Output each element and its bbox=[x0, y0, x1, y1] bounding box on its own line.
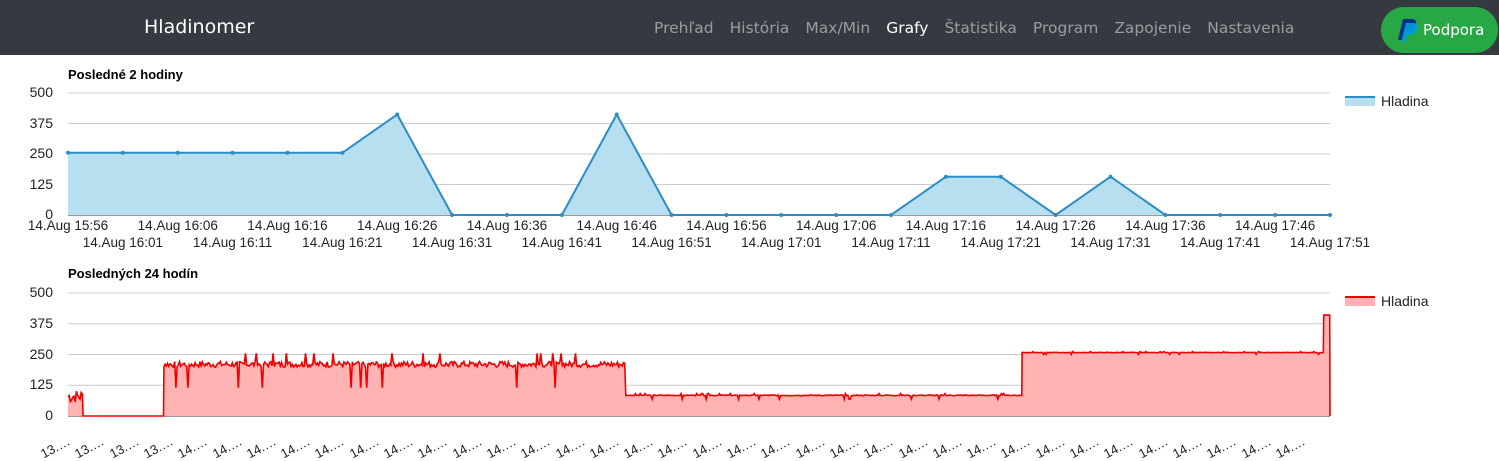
chart-plot bbox=[66, 92, 1332, 217]
chart-last-2-hours: Posledné 2 hodiny Hladina 0 125 250 375 500 1… bbox=[0, 55, 1499, 260]
data-point bbox=[943, 174, 948, 179]
x-tick-label: 14.Aug 15:56 bbox=[27, 218, 109, 233]
y-tick-label: 500 bbox=[29, 284, 53, 300]
y-tick-label: 0 bbox=[45, 206, 53, 222]
nav-item-historia[interactable]: História bbox=[729, 18, 790, 37]
series-line bbox=[67, 314, 1331, 417]
x-tick-label: 14.Aug 17:11 bbox=[851, 235, 931, 250]
data-point bbox=[669, 213, 674, 217]
top-navbar: Hladinomer Prehľad História Max/Min Graf… bbox=[0, 0, 1499, 55]
data-point bbox=[559, 213, 564, 217]
data-point bbox=[504, 213, 509, 217]
app-brand[interactable]: Hladinomer bbox=[144, 16, 255, 38]
x-tick-label: 14.Aug 16:51 bbox=[631, 235, 712, 250]
y-tick-label: 125 bbox=[29, 376, 53, 393]
data-point bbox=[1218, 213, 1223, 217]
nav-item-program[interactable]: Program bbox=[1032, 18, 1099, 37]
x-tick-label: 14.Aug 17:16 bbox=[905, 218, 987, 233]
data-point bbox=[120, 150, 125, 155]
x-tick-label: 14.Aug 17:01 bbox=[741, 235, 822, 250]
support-button[interactable]: Podpora bbox=[1381, 7, 1498, 53]
x-tick-label: 14.Aug 16:46 bbox=[576, 218, 657, 233]
support-label: Podpora bbox=[1423, 21, 1485, 39]
data-point bbox=[66, 150, 70, 155]
data-point bbox=[779, 213, 784, 217]
x-tick-label: 14.Aug 16:21 bbox=[302, 235, 383, 250]
data-point bbox=[1108, 174, 1113, 179]
x-tick-label: 14.Aug 16:31 bbox=[411, 235, 493, 250]
x-tick-label: 14.Aug 17:21 bbox=[960, 235, 1041, 250]
nav-item-statistika[interactable]: Štatistika bbox=[944, 18, 1017, 37]
data-point bbox=[998, 174, 1003, 179]
data-point bbox=[724, 213, 729, 217]
paypal-icon bbox=[1395, 16, 1421, 44]
data-point bbox=[450, 213, 455, 217]
y-tick-label: 375 bbox=[29, 114, 53, 131]
data-point bbox=[175, 150, 180, 155]
y-tick-label: 250 bbox=[29, 345, 53, 362]
y-tick-label: 0 bbox=[45, 407, 53, 423]
x-tick-label: 14.Aug 16:06 bbox=[137, 218, 218, 233]
legend-label: Hladina bbox=[1381, 93, 1429, 109]
series-line bbox=[68, 112, 1330, 217]
data-point bbox=[1163, 213, 1168, 217]
nav-item-nastavenia[interactable]: Nastavenia bbox=[1207, 18, 1295, 37]
data-point bbox=[1273, 213, 1278, 217]
x-tick-label: 14.Aug 17:51 bbox=[1289, 235, 1371, 250]
legend-swatch bbox=[1345, 296, 1375, 306]
x-tick-label: 14.Aug 16:11 bbox=[192, 235, 273, 250]
data-point bbox=[230, 150, 235, 155]
x-tick-label: 14.Aug 17:41 bbox=[1180, 235, 1261, 250]
chart-title: Posledných 24 hodín bbox=[68, 266, 199, 281]
legend-label: Hladina bbox=[1381, 293, 1429, 309]
chart-plot bbox=[67, 292, 1331, 417]
y-tick-label: 500 bbox=[29, 84, 53, 100]
data-point bbox=[340, 150, 345, 155]
x-tick-label: 14.Aug 16:56 bbox=[686, 218, 767, 233]
data-point bbox=[614, 112, 619, 117]
chart-last-24-hours: Posledných 24 hodín Hladina 0 125 250 375 50… bbox=[0, 260, 1499, 461]
nav-item-prehlad[interactable]: Prehľad bbox=[654, 18, 714, 37]
series-area bbox=[68, 114, 1330, 215]
x-tick-label: 14.Aug 17:31 bbox=[1070, 235, 1151, 250]
series-area bbox=[68, 315, 1330, 416]
x-tick-label: 14.Aug 16:26 bbox=[357, 218, 438, 233]
x-tick-label: 14.Aug 17:06 bbox=[796, 218, 877, 233]
x-tick-label: 14.Aug 16:01 bbox=[82, 235, 164, 250]
data-point bbox=[889, 213, 894, 217]
chart-title: Posledné 2 hodiny bbox=[68, 67, 183, 82]
x-tick-label: 14.Aug 16:16 bbox=[247, 218, 328, 233]
x-tick-label: 14.Aug 17:46 bbox=[1234, 218, 1316, 233]
legend-swatch bbox=[1345, 96, 1375, 106]
nav-item-grafy[interactable]: Grafy bbox=[886, 18, 929, 37]
data-point bbox=[1053, 213, 1058, 217]
x-tick-label: 14.Aug 17:36 bbox=[1125, 218, 1206, 233]
main-nav: Prehľad História Max/Min Grafy Štatistik… bbox=[646, 0, 1302, 55]
chart-legend[interactable]: Hladina bbox=[1345, 93, 1428, 109]
y-tick-label: 125 bbox=[29, 175, 53, 192]
y-tick-label: 375 bbox=[29, 314, 53, 331]
x-tick-label: 14.Aug 16:41 bbox=[521, 235, 602, 250]
data-point bbox=[395, 112, 400, 117]
data-point bbox=[834, 213, 839, 217]
data-point bbox=[285, 150, 290, 155]
y-tick-label: 250 bbox=[29, 145, 53, 161]
nav-item-maxmin[interactable]: Max/Min bbox=[805, 18, 871, 37]
x-tick-label: 14.Aug 16:36 bbox=[466, 218, 548, 233]
data-point bbox=[1328, 213, 1332, 217]
chart-legend[interactable]: Hladina bbox=[1345, 293, 1428, 309]
x-tick-label: 14.Aug 17:26 bbox=[1015, 218, 1096, 233]
nav-item-zapojenie[interactable]: Zapojenie bbox=[1114, 18, 1192, 37]
